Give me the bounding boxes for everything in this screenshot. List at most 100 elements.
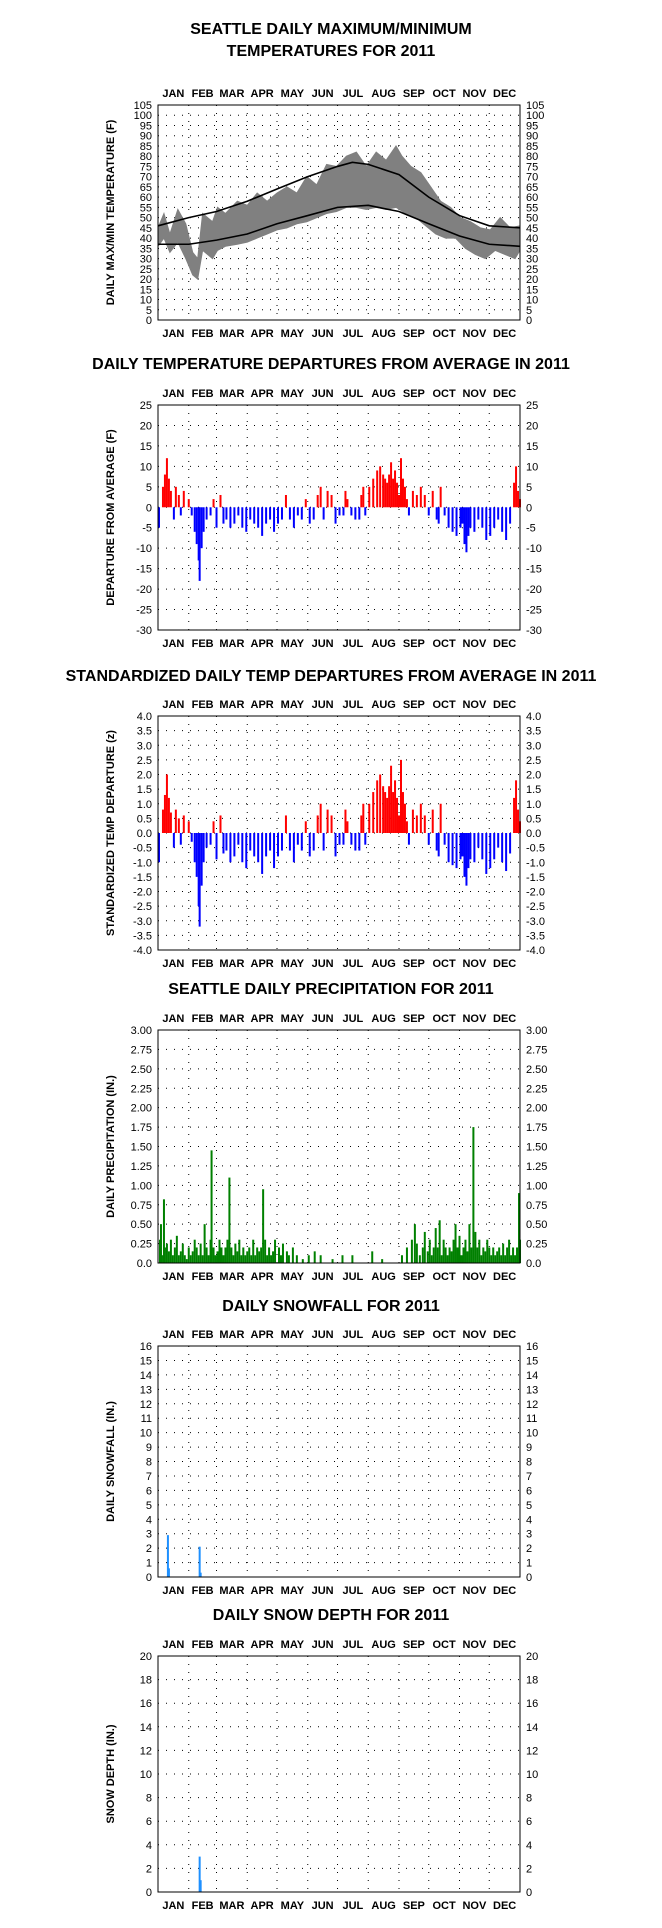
bar: [162, 1199, 165, 1263]
bar: [381, 1259, 384, 1263]
bar: [447, 833, 450, 863]
month-label-top: APR: [251, 1329, 274, 1341]
bar: [432, 1247, 435, 1263]
bar: [415, 495, 418, 508]
bar: [423, 1231, 426, 1263]
bar: [334, 507, 337, 524]
bar: [386, 797, 389, 833]
chart-departure: DAILY TEMPERATURE DEPARTURES FROM AVERAG…: [92, 356, 570, 650]
bar: [360, 495, 363, 508]
plot-frame: [157, 1029, 521, 1264]
month-label-top: OCT: [433, 388, 457, 400]
month-label-top: JUN: [312, 388, 334, 400]
bar: [400, 1255, 403, 1263]
chart-zscore: STANDARDIZED DAILY TEMP DEPARTURES FROM …: [66, 668, 597, 970]
y-tick-right: 4.0: [526, 711, 541, 723]
bar: [212, 1247, 215, 1263]
month-label-bottom: NOV: [462, 958, 487, 970]
y-tick-right: 0: [526, 1572, 532, 1584]
bar: [459, 833, 462, 860]
y-tick-right: 13: [526, 1384, 538, 1396]
bar: [187, 1247, 190, 1263]
bar: [199, 1243, 202, 1263]
y-tick-right: 14: [526, 1722, 538, 1734]
chart-title: TEMPERATURES FOR 2011: [227, 43, 436, 60]
month-label-top: MAY: [281, 1639, 305, 1651]
y-tick-left: 2: [146, 1543, 152, 1555]
bar: [394, 780, 397, 833]
bar: [481, 507, 484, 528]
y-tick-left: 1: [146, 1558, 152, 1570]
bar: [392, 792, 395, 833]
bar: [461, 833, 464, 857]
y-tick-right: 20: [526, 420, 538, 432]
month-label-bottom: JUN: [312, 328, 334, 340]
bar: [344, 809, 347, 833]
bar: [396, 482, 399, 508]
bar: [469, 833, 472, 860]
bar: [386, 482, 389, 508]
bar: [326, 809, 329, 833]
y-tick-right: 5: [526, 482, 532, 494]
bar: [163, 794, 166, 833]
y-tick-right: 30: [526, 254, 538, 266]
bar: [399, 458, 402, 508]
bar: [195, 507, 198, 545]
bar: [438, 1220, 441, 1263]
month-label-bottom: FEB: [192, 328, 214, 340]
month-label-bottom: MAY: [281, 1271, 305, 1283]
y-tick-right: 5: [526, 1500, 532, 1512]
chart-title: STANDARDIZED DAILY TEMP DEPARTURES FROM …: [66, 668, 597, 685]
bar: [281, 1243, 284, 1263]
bar: [246, 1251, 249, 1263]
bar: [312, 833, 315, 851]
y-tick-left: -2.0: [133, 887, 152, 899]
y-tick-left: 4: [146, 1514, 152, 1526]
month-label-top: MAR: [219, 1639, 244, 1651]
month-label-bottom: OCT: [433, 328, 457, 340]
y-tick-left: 0: [146, 502, 152, 514]
y-tick-right: 15: [526, 1355, 538, 1367]
bar: [322, 507, 325, 520]
month-label-bottom: MAY: [281, 638, 305, 650]
bar: [459, 507, 462, 528]
bar: [222, 833, 225, 854]
y-tick-right: 3.5: [526, 726, 541, 738]
y-tick-left: 2.5: [137, 755, 152, 767]
month-label-top: JUL: [342, 88, 363, 100]
y-tick-left: 1.00: [131, 1180, 152, 1192]
y-tick-right: -2.5: [526, 901, 545, 913]
y-tick-left: 0.50: [131, 1219, 152, 1231]
y-tick-left: 7: [146, 1471, 152, 1483]
y-tick-left: 15: [140, 1355, 152, 1367]
bar: [171, 1255, 174, 1263]
month-label-top: DEC: [493, 699, 516, 711]
bar: [465, 833, 468, 886]
bar: [368, 486, 371, 508]
bar: [447, 507, 450, 528]
month-label-top: DEC: [493, 1329, 516, 1341]
month-label-top: AUG: [371, 388, 395, 400]
bar: [161, 486, 164, 508]
y-tick-right: 0.0: [526, 828, 541, 840]
month-label-bottom: SEP: [403, 1271, 425, 1283]
bar: [234, 1243, 237, 1263]
bar: [403, 486, 406, 508]
y-tick-left: 5: [146, 482, 152, 494]
bar: [189, 1255, 192, 1263]
month-label-bottom: DEC: [493, 1585, 516, 1597]
bar: [229, 833, 232, 863]
y-tick-right: 2.5: [526, 755, 541, 767]
month-label-bottom: MAR: [219, 328, 244, 340]
bar: [265, 507, 268, 524]
bar: [253, 507, 256, 524]
bar: [448, 1247, 451, 1263]
bar: [169, 1239, 172, 1263]
month-label-top: FEB: [192, 1013, 214, 1025]
bar: [280, 833, 283, 851]
bar: [205, 507, 208, 520]
bar: [179, 507, 182, 516]
y-tick-right: 6: [526, 1485, 532, 1497]
bar: [245, 833, 248, 869]
y-tick-left: 30: [140, 254, 152, 266]
